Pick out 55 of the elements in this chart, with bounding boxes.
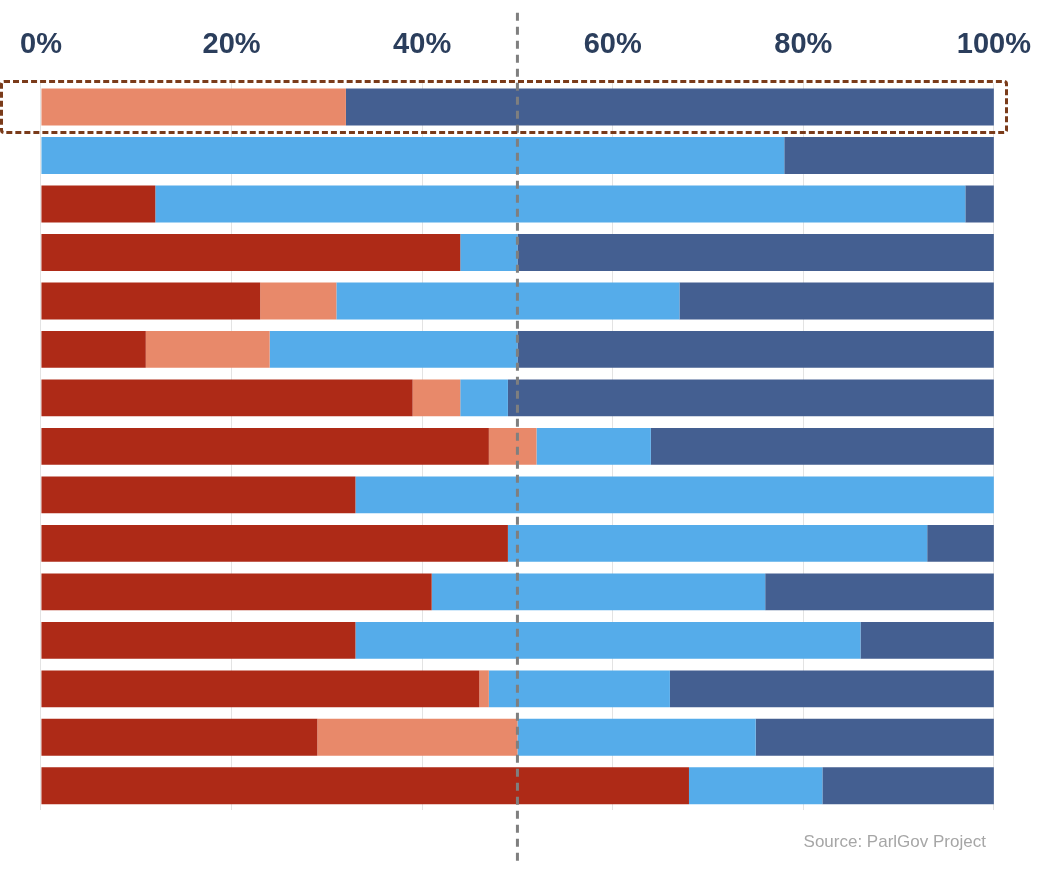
bar (488, 670, 670, 708)
bar (317, 718, 518, 756)
bar (460, 379, 508, 417)
bar (650, 427, 994, 465)
bar (41, 185, 156, 223)
bar (860, 621, 994, 659)
bar (431, 573, 766, 611)
bar (41, 524, 508, 562)
bar (41, 718, 318, 756)
bar (345, 88, 994, 126)
bar (145, 331, 270, 368)
bar (927, 524, 994, 562)
bar (41, 88, 346, 126)
bar (536, 427, 651, 465)
bar (41, 670, 480, 708)
x-tick-label: 40% (393, 27, 452, 60)
bar (41, 476, 356, 514)
x-tick-label: 20% (202, 27, 261, 60)
bar (41, 767, 689, 805)
bar (507, 524, 928, 562)
bar (669, 670, 994, 708)
bar (688, 767, 823, 805)
bar (41, 379, 413, 417)
bar (755, 718, 994, 756)
bar (507, 379, 994, 417)
bar (41, 331, 146, 368)
bar (517, 331, 994, 368)
bar (269, 331, 518, 368)
x-tick-label: 60% (583, 27, 642, 60)
bar (679, 282, 994, 320)
bar (412, 379, 461, 417)
bar (460, 234, 518, 271)
x-tick-label: 80% (774, 27, 833, 60)
source-note: Source: ParlGov Project (803, 832, 987, 851)
bar (155, 185, 966, 223)
bar (517, 234, 994, 271)
x-tick-label: 100% (956, 27, 1032, 60)
bar (41, 427, 489, 465)
bar (355, 476, 994, 514)
bar (517, 718, 756, 756)
bar (41, 621, 356, 659)
bar (41, 234, 461, 271)
bar (336, 282, 680, 320)
bar (488, 427, 537, 465)
bar (479, 670, 489, 708)
bar (41, 573, 432, 611)
bar (784, 137, 994, 174)
bar (355, 621, 861, 659)
bar (822, 767, 994, 805)
bar (965, 185, 994, 223)
bar (41, 137, 785, 174)
bar (260, 282, 337, 320)
bar (41, 282, 261, 320)
bar (765, 573, 994, 611)
x-tick-label: 0% (20, 27, 63, 60)
